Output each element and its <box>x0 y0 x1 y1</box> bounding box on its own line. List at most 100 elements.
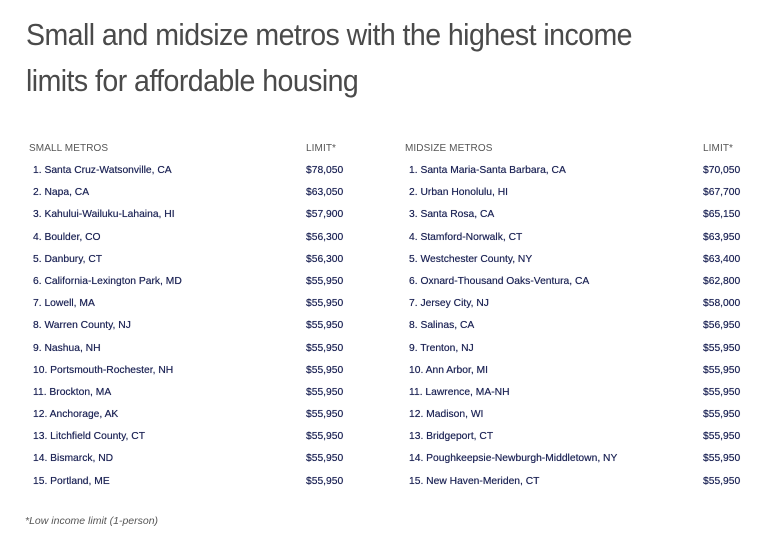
table-row: 2. Napa, CA $63,050 <box>29 187 349 209</box>
metro-name: 13. Bridgeport, CT <box>409 431 494 443</box>
table-row: 3. Kahului-Wailuku-Lahaina, HI $57,900 <box>29 209 349 231</box>
metro-name: 2. Urban Honolulu, HI <box>409 187 509 199</box>
table-row: 5. Westchester County, NY $63,400 <box>405 254 745 276</box>
page-title: Small and midsize metros with the highes… <box>26 17 633 98</box>
income-limit-value: $55,950 <box>306 298 344 310</box>
metro-name: 10. Ann Arbor, MI <box>409 364 488 376</box>
income-limit-value: $58,000 <box>703 298 741 310</box>
table-row: 15. New Haven-Meriden, CT $55,950 <box>405 476 745 498</box>
table-row: 7. Jersey City, NJ $58,000 <box>405 298 745 320</box>
metro-name: 11. Brockton, MA <box>33 386 112 398</box>
metro-name: 9. Nashua, NH <box>33 342 101 354</box>
income-limit-value: $55,950 <box>306 364 344 376</box>
small-metros-rows: 1. Santa Cruz-Watsonville, CA $78,050 2. N… <box>29 165 349 498</box>
income-limit-value: $55,950 <box>306 453 344 465</box>
income-limit-value: $55,950 <box>703 431 741 443</box>
table-row: 9. Trenton, NJ $55,950 <box>405 343 745 365</box>
metro-name: 13. Litchfield County, CT <box>33 431 145 443</box>
income-limit-value: $55,950 <box>306 409 344 421</box>
midsize-metros-table: MIDSIZE METROS LIMIT* 1. Santa Maria-San… <box>405 143 745 498</box>
metro-name: 6. Oxnard-Thousand Oaks-Ventura, CA <box>409 275 590 287</box>
midsize-metros-rows: 1. Santa Maria-Santa Barbara, CA $70,050 2… <box>405 165 745 498</box>
table-row: 1. Santa Maria-Santa Barbara, CA $70,050 <box>405 165 745 187</box>
table-row: 3. Santa Rosa, CA $65,150 <box>405 209 745 231</box>
income-limit-value: $78,050 <box>306 165 344 176</box>
table-row: 13. Bridgeport, CT $55,950 <box>405 431 745 453</box>
table-row: 7. Lowell, MA $55,950 <box>29 298 349 320</box>
midsize-limit-column-header: LIMIT* <box>703 143 734 154</box>
metro-name: 7. Lowell, MA <box>33 298 95 310</box>
metro-name: 15. Portland, ME <box>33 475 110 487</box>
metro-name: 5. Danbury, CT <box>33 253 103 265</box>
income-limit-value: $56,300 <box>306 231 344 243</box>
income-limit-value: $62,800 <box>703 275 741 287</box>
income-limit-value: $67,700 <box>703 187 741 199</box>
table-row: 14. Bismarck, ND $55,950 <box>29 453 349 475</box>
income-limit-value: $55,950 <box>703 453 741 465</box>
metro-name: 12. Madison, WI <box>409 409 484 421</box>
table-row: 11. Brockton, MA $55,950 <box>29 387 349 409</box>
table-row: 10. Portsmouth-Rochester, NH $55,950 <box>29 365 349 387</box>
metro-name: 9. Trenton, NJ <box>409 342 474 354</box>
metro-name: 4. Boulder, CO <box>33 231 101 243</box>
income-limit-value: $55,950 <box>703 409 741 421</box>
table-row: 1. Santa Cruz-Watsonville, CA $78,050 <box>29 165 349 187</box>
income-limit-value: $56,950 <box>703 320 741 332</box>
income-limit-value: $55,950 <box>306 342 344 354</box>
table-row: 6. Oxnard-Thousand Oaks-Ventura, CA $62,8… <box>405 276 745 298</box>
income-limit-value: $55,950 <box>306 386 344 398</box>
metro-name: 8. Warren County, NJ <box>33 320 131 332</box>
metro-name: 5. Westchester County, NY <box>409 253 533 265</box>
income-limit-value: $65,150 <box>703 209 741 221</box>
income-limit-value: $63,050 <box>306 187 344 199</box>
income-limit-value: $57,900 <box>306 209 344 221</box>
table-row: 14. Poughkeepsie-Newburgh-Middletown, NY… <box>405 453 745 475</box>
table-row: 4. Stamford-Norwalk, CT $63,950 <box>405 232 745 254</box>
table-row: 12. Anchorage, AK $55,950 <box>29 409 349 431</box>
metro-name: 12. Anchorage, AK <box>33 409 119 421</box>
income-limit-value: $55,950 <box>703 342 741 354</box>
metro-name: 8. Salinas, CA <box>409 320 475 332</box>
income-limit-value: $55,950 <box>306 431 344 443</box>
metro-name: 2. Napa, CA <box>33 187 90 199</box>
midsize-metros-column-header: MIDSIZE METROS <box>405 143 493 154</box>
income-limit-value: $63,400 <box>703 253 741 265</box>
small-metros-header: SMALL METROS LIMIT* <box>29 143 349 160</box>
income-limit-value: $55,950 <box>703 386 741 398</box>
table-row: 8. Warren County, NJ $55,950 <box>29 320 349 342</box>
table-row: 8. Salinas, CA $56,950 <box>405 320 745 342</box>
table-row: 13. Litchfield County, CT $55,950 <box>29 431 349 453</box>
metro-name: 14. Bismarck, ND <box>33 453 114 465</box>
metro-name: 1. Santa Cruz-Watsonville, CA <box>33 165 172 176</box>
small-metros-table: SMALL METROS LIMIT* 1. Santa Cruz-Watson… <box>29 143 349 498</box>
metro-name: 3. Kahului-Wailuku-Lahaina, HI <box>33 209 175 221</box>
table-row: 4. Boulder, CO $56,300 <box>29 232 349 254</box>
income-limit-value: $55,950 <box>306 275 344 287</box>
table-row: 12. Madison, WI $55,950 <box>405 409 745 431</box>
income-limit-value: $63,950 <box>703 231 741 243</box>
metro-name: 6. California-Lexington Park, MD <box>33 275 182 287</box>
income-limit-value: $55,950 <box>306 475 344 487</box>
income-limit-value: $55,950 <box>703 364 741 376</box>
table-row: 15. Portland, ME $55,950 <box>29 476 349 498</box>
midsize-metros-header: MIDSIZE METROS LIMIT* <box>405 143 745 160</box>
table-row: 11. Lawrence, MA-NH $55,950 <box>405 387 745 409</box>
income-limit-value: $55,950 <box>306 320 344 332</box>
metro-name: 14. Poughkeepsie-Newburgh-Middletown, NY <box>409 453 618 465</box>
metro-name: 7. Jersey City, NJ <box>409 298 489 310</box>
small-limit-column-header: LIMIT* <box>306 143 337 154</box>
income-limit-value: $56,300 <box>306 253 344 265</box>
table-row: 9. Nashua, NH $55,950 <box>29 343 349 365</box>
footnote: *Low income limit (1-person) <box>25 515 159 527</box>
table-row: 5. Danbury, CT $56,300 <box>29 254 349 276</box>
table-row: 10. Ann Arbor, MI $55,950 <box>405 365 745 387</box>
table-row: 2. Urban Honolulu, HI $67,700 <box>405 187 745 209</box>
income-limit-value: $70,050 <box>703 165 741 176</box>
metro-name: 10. Portsmouth-Rochester, NH <box>33 364 174 376</box>
metro-name: 1. Santa Maria-Santa Barbara, CA <box>409 165 566 176</box>
small-metros-column-header: SMALL METROS <box>29 143 109 154</box>
metro-name: 15. New Haven-Meriden, CT <box>409 475 540 487</box>
metro-name: 4. Stamford-Norwalk, CT <box>409 231 523 243</box>
metro-name: 3. Santa Rosa, CA <box>409 209 495 221</box>
table-row: 6. California-Lexington Park, MD $55,950 <box>29 276 349 298</box>
